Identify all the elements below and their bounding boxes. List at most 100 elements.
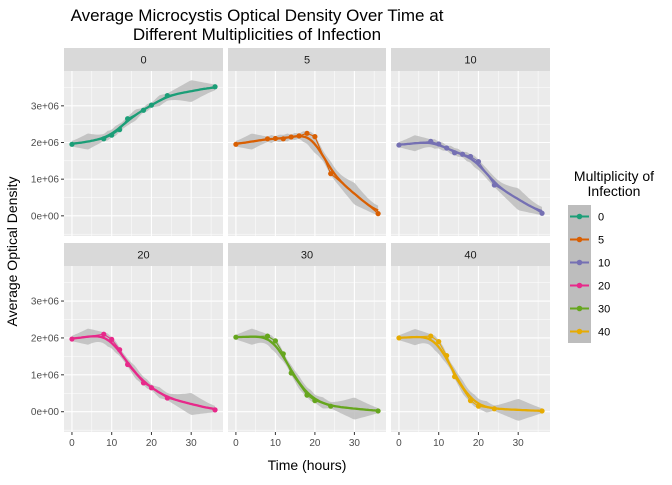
y-tick-label: 0e+00: [31, 211, 60, 222]
legend-key-point-30: [576, 305, 583, 312]
y-tick-label: 2e+06: [31, 333, 60, 344]
series-30-smooth: [235, 335, 379, 412]
series-20-point: [164, 395, 170, 401]
series-0-point: [148, 102, 155, 108]
series-20-point: [109, 336, 115, 343]
series-5-point: [280, 136, 286, 142]
series-20-point: [69, 336, 75, 342]
series-30-point: [280, 351, 286, 357]
series-10-point: [436, 141, 442, 147]
series-30-point: [328, 403, 334, 409]
legend-label-30: 30: [598, 304, 610, 316]
series-10-point: [491, 182, 497, 188]
series-10-point: [452, 150, 458, 156]
y-axis-title: Average Optical Density: [4, 177, 20, 327]
panel-10-strip: [391, 48, 550, 71]
series-5-point: [233, 141, 239, 147]
series-0-point: [101, 136, 107, 142]
legend-title-line-1: Multiplicity of: [574, 168, 654, 184]
x-tick-label: 10: [433, 438, 445, 449]
panel-5-strip: [228, 48, 386, 71]
legend-key-point-5: [576, 236, 583, 243]
series-20-point: [148, 385, 155, 391]
series-40-point: [444, 353, 450, 359]
y-tick-label: 0e+00: [31, 407, 60, 418]
series-40-point: [428, 333, 434, 339]
legend-label-40: 40: [598, 327, 610, 339]
series-10-point: [539, 210, 545, 216]
chart-title-line-1: Average Microcystis Optical Density Over…: [71, 6, 444, 25]
series-5-band: [235, 131, 379, 216]
panel-0-strip: [64, 48, 223, 71]
series-40-point: [475, 403, 482, 409]
legend-label-0: 0: [598, 212, 604, 224]
series-30-point: [312, 398, 318, 404]
series-30-point: [233, 334, 239, 340]
y-tick-label: 3e+06: [31, 101, 60, 112]
legend-label-10: 10: [598, 258, 610, 270]
series-10-point: [396, 142, 402, 148]
series-5-point: [304, 130, 310, 136]
panel-0-strip-label: 0: [140, 55, 146, 67]
series-5-point: [288, 134, 294, 140]
panel-5-strip-label: 5: [304, 55, 310, 67]
series-10-point: [428, 138, 434, 144]
panel-30-strip: [228, 243, 386, 266]
legend-title-line-2: Infection: [588, 183, 641, 199]
series-5-point: [264, 136, 271, 142]
panel-10-strip-label: 10: [464, 55, 476, 67]
series-5-point: [272, 135, 278, 142]
legend-key-point-10: [576, 259, 583, 266]
series-20-point: [212, 407, 218, 413]
series-10-band: [398, 135, 542, 216]
series-30-point: [288, 370, 294, 376]
series-30-point: [304, 392, 310, 398]
x-axis-title: Time (hours): [268, 457, 347, 473]
x-tick-label: 0: [69, 438, 75, 449]
series-10-point: [475, 158, 482, 165]
x-tick-label: 30: [349, 438, 361, 449]
series-40-point: [467, 398, 474, 404]
series-40-point: [436, 339, 442, 345]
series-5-point: [328, 171, 334, 177]
legend-key-point-0: [576, 213, 583, 220]
series-20-point: [125, 361, 131, 368]
legend-label-5: 5: [598, 235, 604, 247]
x-tick-label: 30: [186, 438, 198, 449]
panel-5-background: [228, 71, 386, 236]
x-tick-label: 10: [270, 438, 282, 449]
series-0-point: [212, 84, 218, 90]
series-0-point: [164, 92, 170, 99]
y-tick-label: 1e+06: [31, 370, 60, 381]
panel-40-strip-label: 40: [464, 250, 476, 262]
series-10-point: [459, 151, 466, 157]
series-40-point: [539, 408, 545, 414]
chart-title: Average Microcystis Optical Density Over…: [71, 6, 444, 44]
series-5-point: [375, 211, 381, 217]
series-30-point: [375, 408, 381, 414]
series-20-point: [101, 331, 107, 337]
series-5-point: [296, 133, 302, 139]
panel-20-strip-label: 20: [137, 250, 149, 262]
series-0-band: [72, 80, 215, 150]
series-40-point: [452, 374, 458, 380]
series-0-point: [125, 116, 131, 122]
x-tick-label: 0: [233, 438, 239, 449]
x-tick-label: 10: [106, 438, 118, 449]
series-30-point: [272, 338, 278, 344]
series-10-point: [444, 145, 450, 151]
series-40-smooth: [398, 335, 542, 412]
x-tick-label: 0: [396, 438, 402, 449]
series-30-point: [264, 333, 271, 339]
x-tick-label: 20: [309, 438, 321, 449]
series-40-point: [491, 406, 497, 412]
series-0-point: [140, 107, 147, 113]
panel-30-strip-label: 30: [301, 250, 313, 262]
series-5-smooth: [235, 135, 379, 212]
y-tick-label: 3e+06: [31, 297, 60, 308]
legend-label-20: 20: [598, 281, 610, 293]
chart-title-line-2: Different Multiplicities of Infection: [133, 25, 381, 44]
series-5-point: [312, 134, 318, 140]
